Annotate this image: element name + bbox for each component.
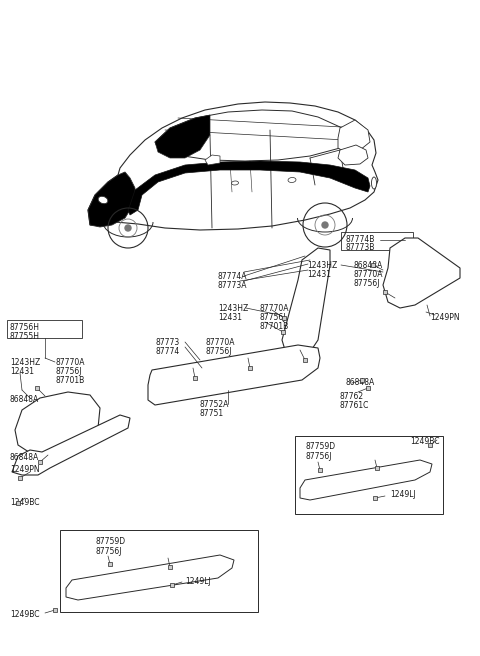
- Bar: [318, 468, 322, 472]
- Text: 12431: 12431: [218, 313, 242, 322]
- Text: 1249BC: 1249BC: [10, 498, 39, 507]
- Text: 86848A: 86848A: [353, 261, 382, 270]
- Polygon shape: [155, 115, 210, 158]
- Text: 1249LJ: 1249LJ: [390, 490, 416, 499]
- Bar: [295, 436, 443, 514]
- Bar: [341, 232, 413, 250]
- Polygon shape: [383, 238, 460, 308]
- Polygon shape: [88, 172, 135, 227]
- Polygon shape: [128, 161, 370, 215]
- Text: 1243HZ: 1243HZ: [307, 261, 337, 270]
- Text: 87773B: 87773B: [345, 243, 374, 252]
- Bar: [18, 476, 22, 480]
- Polygon shape: [155, 110, 350, 161]
- Circle shape: [125, 225, 131, 231]
- Bar: [35, 386, 39, 390]
- Text: 87756J: 87756J: [305, 452, 332, 461]
- Polygon shape: [282, 248, 330, 358]
- Polygon shape: [88, 102, 378, 230]
- Polygon shape: [12, 415, 130, 475]
- Text: 87756J: 87756J: [260, 313, 287, 322]
- Text: 87756H: 87756H: [10, 323, 40, 332]
- Text: 87759D: 87759D: [305, 442, 335, 451]
- Polygon shape: [205, 155, 220, 165]
- Bar: [375, 466, 379, 470]
- Bar: [53, 608, 57, 612]
- Text: 87756J: 87756J: [353, 279, 380, 288]
- Text: 1249BC: 1249BC: [10, 610, 39, 619]
- Text: 87770A: 87770A: [205, 338, 235, 347]
- Bar: [193, 376, 197, 380]
- Text: 86848A: 86848A: [10, 453, 39, 462]
- Bar: [281, 330, 285, 334]
- Text: 87770A: 87770A: [55, 358, 84, 367]
- Text: 12431: 12431: [307, 270, 331, 279]
- Text: 87762: 87762: [340, 392, 364, 401]
- Text: 87751: 87751: [200, 409, 224, 418]
- Bar: [366, 386, 370, 390]
- Text: 87774A: 87774A: [218, 272, 248, 281]
- Bar: [282, 316, 286, 320]
- Text: 87773A: 87773A: [218, 281, 248, 290]
- Text: 12431: 12431: [10, 367, 34, 376]
- Polygon shape: [148, 345, 320, 405]
- Bar: [383, 290, 387, 294]
- Text: 87752A: 87752A: [200, 400, 229, 409]
- Text: 1249LJ: 1249LJ: [185, 577, 211, 586]
- Bar: [371, 263, 375, 267]
- Bar: [16, 501, 20, 505]
- Bar: [38, 460, 42, 464]
- Ellipse shape: [288, 178, 296, 182]
- Text: 87774B: 87774B: [345, 235, 374, 244]
- Bar: [360, 378, 364, 382]
- Text: 87756J: 87756J: [205, 347, 231, 356]
- Text: 86848A: 86848A: [10, 395, 39, 404]
- Circle shape: [322, 222, 328, 228]
- Polygon shape: [15, 392, 100, 456]
- Text: 86848A: 86848A: [345, 378, 374, 387]
- Text: 87756J: 87756J: [95, 547, 121, 556]
- Ellipse shape: [372, 177, 376, 189]
- Text: 1249BC: 1249BC: [410, 437, 440, 446]
- Bar: [303, 358, 307, 362]
- Text: 87755H: 87755H: [10, 332, 40, 341]
- Text: 87756J: 87756J: [55, 367, 82, 376]
- Bar: [248, 366, 252, 370]
- Polygon shape: [338, 145, 368, 165]
- Text: 87701B: 87701B: [260, 322, 289, 331]
- Polygon shape: [66, 555, 234, 600]
- Text: 1249PN: 1249PN: [10, 465, 40, 474]
- Bar: [108, 562, 112, 566]
- Text: 1243HZ: 1243HZ: [218, 304, 248, 313]
- Text: 87761C: 87761C: [340, 401, 370, 410]
- Bar: [373, 496, 377, 500]
- Text: 1243HZ: 1243HZ: [10, 358, 40, 367]
- Bar: [428, 443, 432, 447]
- Text: 87701B: 87701B: [55, 376, 84, 385]
- Bar: [60, 530, 258, 612]
- Bar: [7, 320, 82, 338]
- Text: 87774: 87774: [155, 347, 179, 356]
- Text: 87773: 87773: [155, 338, 179, 347]
- Polygon shape: [300, 460, 432, 500]
- Bar: [168, 565, 172, 569]
- Text: 87770A: 87770A: [353, 270, 383, 279]
- Text: 87770A: 87770A: [260, 304, 289, 313]
- Text: 87759D: 87759D: [95, 537, 125, 546]
- Polygon shape: [338, 120, 370, 152]
- Ellipse shape: [98, 196, 108, 204]
- Text: 1249PN: 1249PN: [430, 313, 460, 322]
- Ellipse shape: [231, 181, 239, 185]
- Bar: [170, 583, 174, 587]
